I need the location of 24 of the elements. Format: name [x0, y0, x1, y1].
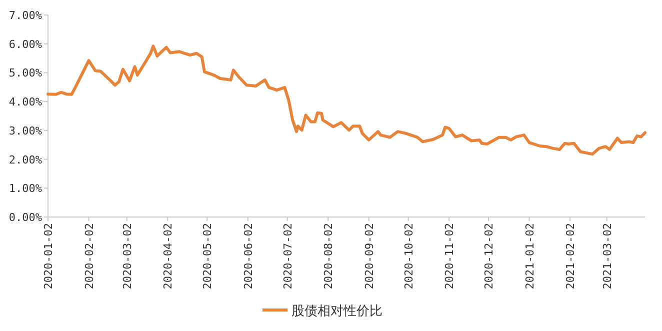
x-tick-label: 2020-11-02 — [443, 223, 456, 290]
legend-label: 股债相对性价比 — [292, 304, 382, 319]
x-tick-label: 2020-02-02 — [82, 223, 96, 290]
x-tick-label: 2020-08-02 — [322, 223, 336, 290]
x-tick-label: 2020-12-02 — [482, 223, 496, 290]
x-tick-label: 2021-01-02 — [523, 223, 536, 290]
x-tick-label: 2020-03-02 — [120, 223, 134, 290]
x-tick-label: 2020-06-02 — [242, 223, 255, 290]
x-tick-label: 2020-10-02 — [402, 223, 416, 290]
y-tick-label: 0.00% — [8, 211, 42, 224]
x-tick-label: 2020-01-02 — [42, 223, 55, 290]
y-tick-label: 7.00% — [8, 9, 42, 22]
x-tick-label: 2020-07-02 — [281, 223, 294, 290]
y-tick-label: 3.00% — [8, 124, 42, 138]
y-tick-label: 5.00% — [8, 66, 42, 80]
x-tick-label: 2021-03-02 — [600, 223, 614, 290]
x-tick-label: 2020-04-02 — [162, 223, 175, 290]
x-tick-label: 2020-05-02 — [201, 223, 214, 290]
y-tick-label: 1.00% — [8, 182, 42, 196]
y-tick-label: 4.00% — [8, 96, 42, 109]
y-tick-label: 2.00% — [8, 153, 42, 166]
x-tick-label: 2021-02-02 — [564, 223, 578, 290]
x-tick-label: 2020-09-02 — [362, 223, 376, 290]
y-tick-label: 6.00% — [8, 38, 42, 51]
